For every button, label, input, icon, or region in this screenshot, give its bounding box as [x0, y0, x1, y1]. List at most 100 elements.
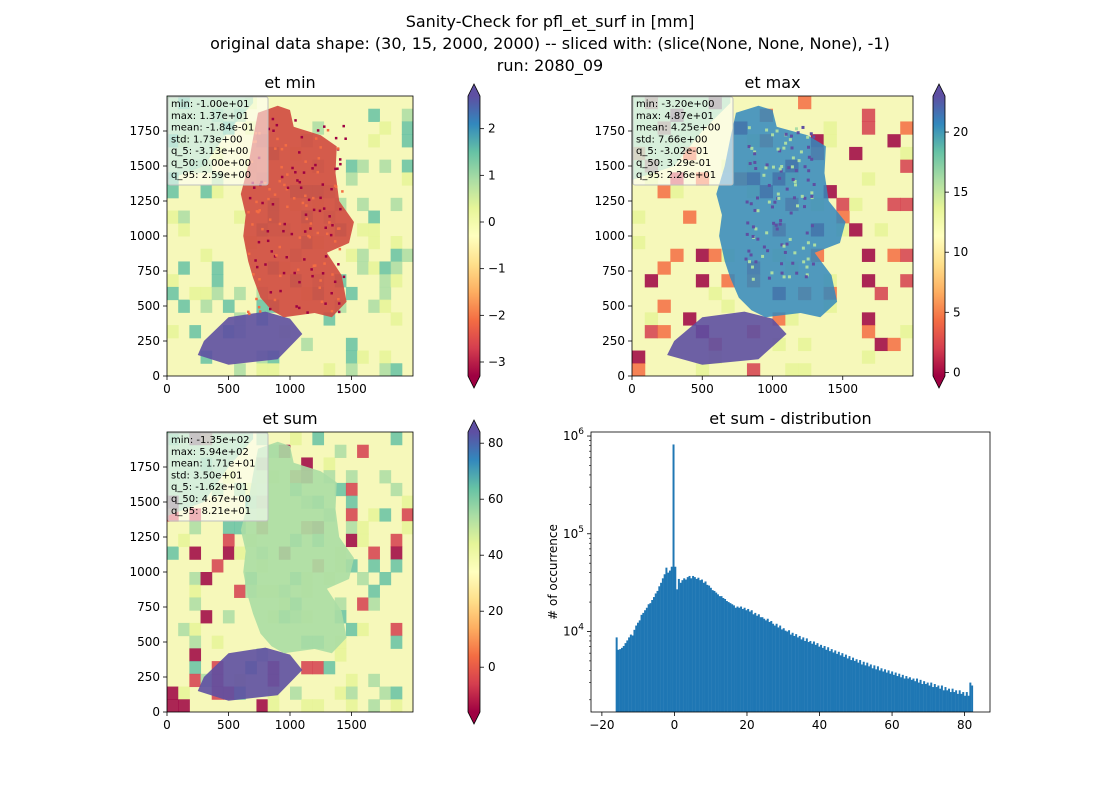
map-speckle	[812, 135, 816, 139]
map-speckle	[292, 197, 296, 200]
map-cell	[357, 597, 369, 611]
map-speckle	[337, 302, 341, 305]
map-speckle	[333, 240, 337, 243]
map-speckle	[270, 250, 274, 253]
map-cell	[357, 572, 369, 586]
map-cell	[301, 337, 313, 352]
map-speckle	[803, 196, 807, 200]
map-cell	[861, 248, 876, 262]
map-cell	[900, 248, 913, 262]
histogram-bar	[916, 678, 919, 712]
histogram-bar	[885, 672, 888, 712]
stats-line: q_50: 0.00e+00	[171, 158, 251, 169]
histogram-bar	[738, 607, 741, 712]
map-cell	[222, 546, 235, 560]
map-speckle	[330, 291, 333, 295]
histogram-bar	[928, 685, 931, 712]
map-cell	[345, 622, 358, 637]
histogram-bar	[876, 666, 879, 712]
map-speckle	[795, 271, 799, 275]
histogram-bar	[793, 635, 796, 712]
histogram-bar	[786, 631, 789, 712]
map-cell	[189, 597, 202, 611]
map-cell	[861, 274, 876, 288]
map-cell	[267, 363, 280, 376]
map-cell	[368, 210, 380, 224]
map-cell	[345, 699, 358, 712]
histogram-bar	[704, 581, 707, 712]
map-speckle	[304, 213, 308, 216]
histogram-bar	[686, 577, 689, 712]
histogram-bar	[896, 676, 899, 712]
histogram-bar	[647, 604, 650, 712]
map-speckle	[314, 163, 317, 167]
map-speckle	[257, 240, 261, 244]
histogram-bar	[713, 590, 716, 712]
histogram-bar	[697, 577, 700, 712]
map-speckle	[765, 231, 769, 235]
map-speckle	[754, 167, 758, 171]
map-speckle	[750, 146, 754, 150]
histogram-bar	[892, 674, 895, 712]
map-speckle	[306, 311, 309, 314]
map-cell	[900, 325, 913, 339]
map-speckle	[782, 244, 786, 248]
histogram-bar	[889, 673, 892, 712]
map-speckle	[258, 209, 261, 212]
map-cell	[379, 121, 392, 135]
histogram-bar	[638, 620, 641, 712]
map-speckle	[307, 198, 311, 202]
map-speckle	[280, 165, 283, 169]
map-speckle	[311, 167, 314, 170]
y-tick-label: 1500	[129, 159, 160, 173]
map-cell	[290, 432, 302, 446]
map-cell	[357, 350, 369, 364]
histogram-bar	[631, 635, 634, 712]
map-speckle	[338, 158, 342, 161]
map-cell	[200, 248, 213, 262]
map-speckle	[286, 186, 290, 190]
map-speckle	[324, 302, 327, 305]
histogram-bar	[814, 644, 817, 712]
colorbar-gradient	[468, 432, 480, 712]
map-cell	[167, 546, 179, 560]
map-speckle	[280, 175, 284, 179]
histogram-bar	[839, 655, 842, 712]
histogram-bar	[629, 634, 632, 712]
map-speckle	[283, 183, 286, 187]
map-speckle	[283, 222, 286, 226]
map-speckle	[765, 163, 769, 167]
map-cell	[345, 350, 358, 364]
stats-line: max: 4.87e+01	[636, 111, 714, 122]
map-cell	[334, 444, 347, 458]
histogram-bar	[935, 687, 938, 712]
map-cell	[368, 546, 380, 560]
map-cell	[379, 686, 392, 700]
map-speckle	[778, 149, 782, 153]
histogram-bar	[873, 665, 876, 712]
map-speckle	[318, 209, 322, 213]
map-speckle	[774, 223, 778, 227]
panel-et_sum_distribution: et sum - distribution −20 0 20 40 60 80 104 105 1…	[546, 409, 991, 732]
colorbar-extend-top	[468, 420, 480, 432]
map-speckle	[753, 160, 757, 164]
panel-et_sum: et sum 0 500 1000 1500 0 250 500 750 1000 1250 1500…	[129, 409, 503, 732]
map-cell	[644, 312, 659, 326]
histogram-bar	[843, 656, 846, 712]
map-cell	[167, 325, 179, 339]
map-speckle	[304, 194, 307, 198]
map-speckle	[316, 129, 320, 132]
histogram-bar	[731, 604, 734, 712]
map-speckle	[276, 137, 279, 141]
map-speckle	[331, 224, 334, 227]
histogram-bar	[805, 638, 808, 712]
map-speckle	[305, 204, 308, 207]
map-speckle	[802, 260, 806, 264]
map-speckle	[318, 286, 322, 289]
map-speckle	[790, 146, 794, 150]
stats-line: q_95: 2.26e+01	[636, 170, 716, 181]
histogram-bar	[788, 630, 791, 712]
map-cell	[368, 108, 380, 122]
histogram-bar	[649, 603, 652, 712]
map-cell	[390, 482, 403, 497]
